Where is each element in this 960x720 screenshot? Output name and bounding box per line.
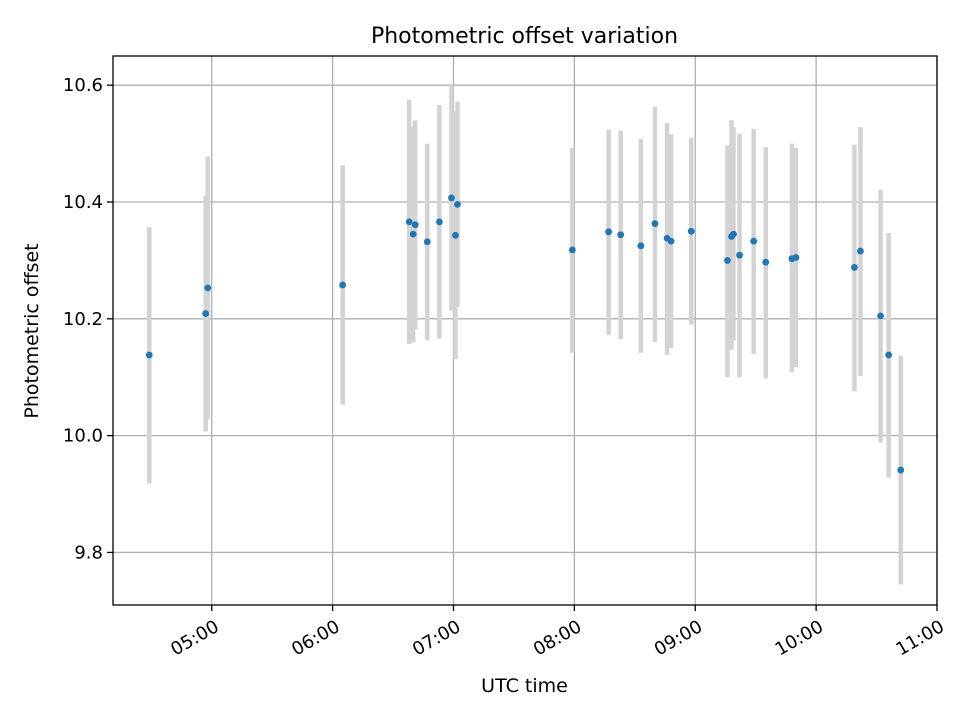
data-point (145, 351, 153, 359)
data-point (568, 246, 576, 254)
data-point (857, 247, 864, 255)
data-point (850, 264, 858, 271)
y-tick-label: 10.6 (63, 75, 103, 96)
data-point (792, 254, 800, 261)
data-point (637, 242, 645, 250)
data-point (762, 258, 770, 266)
y-tick-label: 9.8 (74, 542, 103, 563)
data-point (204, 284, 212, 292)
data-point (411, 221, 419, 229)
data-point (687, 227, 695, 235)
data-point (339, 281, 347, 289)
data-point (452, 231, 459, 239)
data-points (145, 194, 905, 474)
data-point (617, 231, 625, 239)
y-tick-label: 10.4 (63, 192, 103, 213)
data-point (736, 251, 743, 259)
data-point (750, 237, 758, 245)
data-point (667, 237, 675, 245)
data-point (605, 228, 613, 236)
data-point (202, 310, 210, 317)
data-point (885, 351, 893, 359)
data-point (730, 230, 737, 238)
data-point (448, 194, 455, 202)
y-axis-title: Photometric offset (21, 243, 43, 418)
x-axis-title: UTC time (481, 675, 568, 697)
y-tick-label: 10.0 (63, 426, 103, 447)
data-point (405, 218, 413, 226)
data-point (877, 312, 884, 320)
y-axis-ticks: 9.8 10.0 10.2 10.4 10.6 (63, 75, 113, 563)
data-point (409, 230, 417, 238)
data-point (423, 238, 431, 246)
data-point (724, 257, 731, 264)
data-point (454, 200, 461, 208)
data-point (651, 220, 659, 228)
data-point (897, 466, 905, 474)
y-tick-label: 10.2 (63, 309, 103, 330)
chart-title: Photometric offset variation (371, 24, 678, 49)
plot-frame (112, 55, 938, 606)
data-point (435, 218, 443, 226)
